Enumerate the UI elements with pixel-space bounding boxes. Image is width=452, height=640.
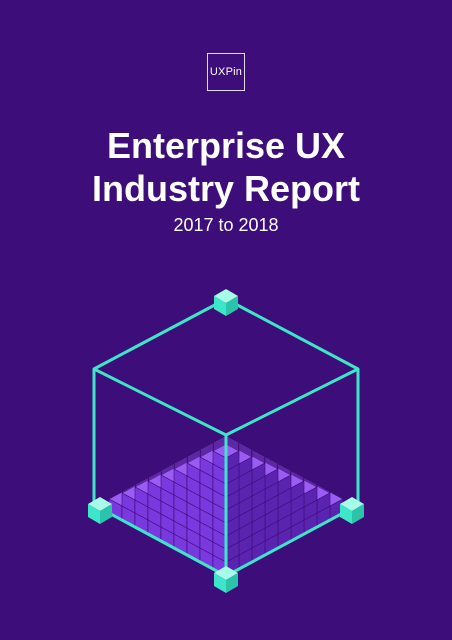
corner-cube-right xyxy=(340,497,364,524)
title-line-1: Enterprise UX xyxy=(106,125,346,166)
uxpin-logo: UXPin xyxy=(207,53,245,91)
title-line-2: Industry Report xyxy=(91,168,360,209)
corner-cube-top xyxy=(214,289,238,316)
wireframe-cube-outline xyxy=(92,297,360,578)
report-subtitle: 2017 to 2018 xyxy=(173,215,279,235)
report-title: Enterprise UX Industry Report xyxy=(0,124,452,210)
logo-text: UXPin xyxy=(209,66,243,78)
corner-cube-bottom xyxy=(214,566,238,593)
corner-cube-left xyxy=(88,497,112,524)
